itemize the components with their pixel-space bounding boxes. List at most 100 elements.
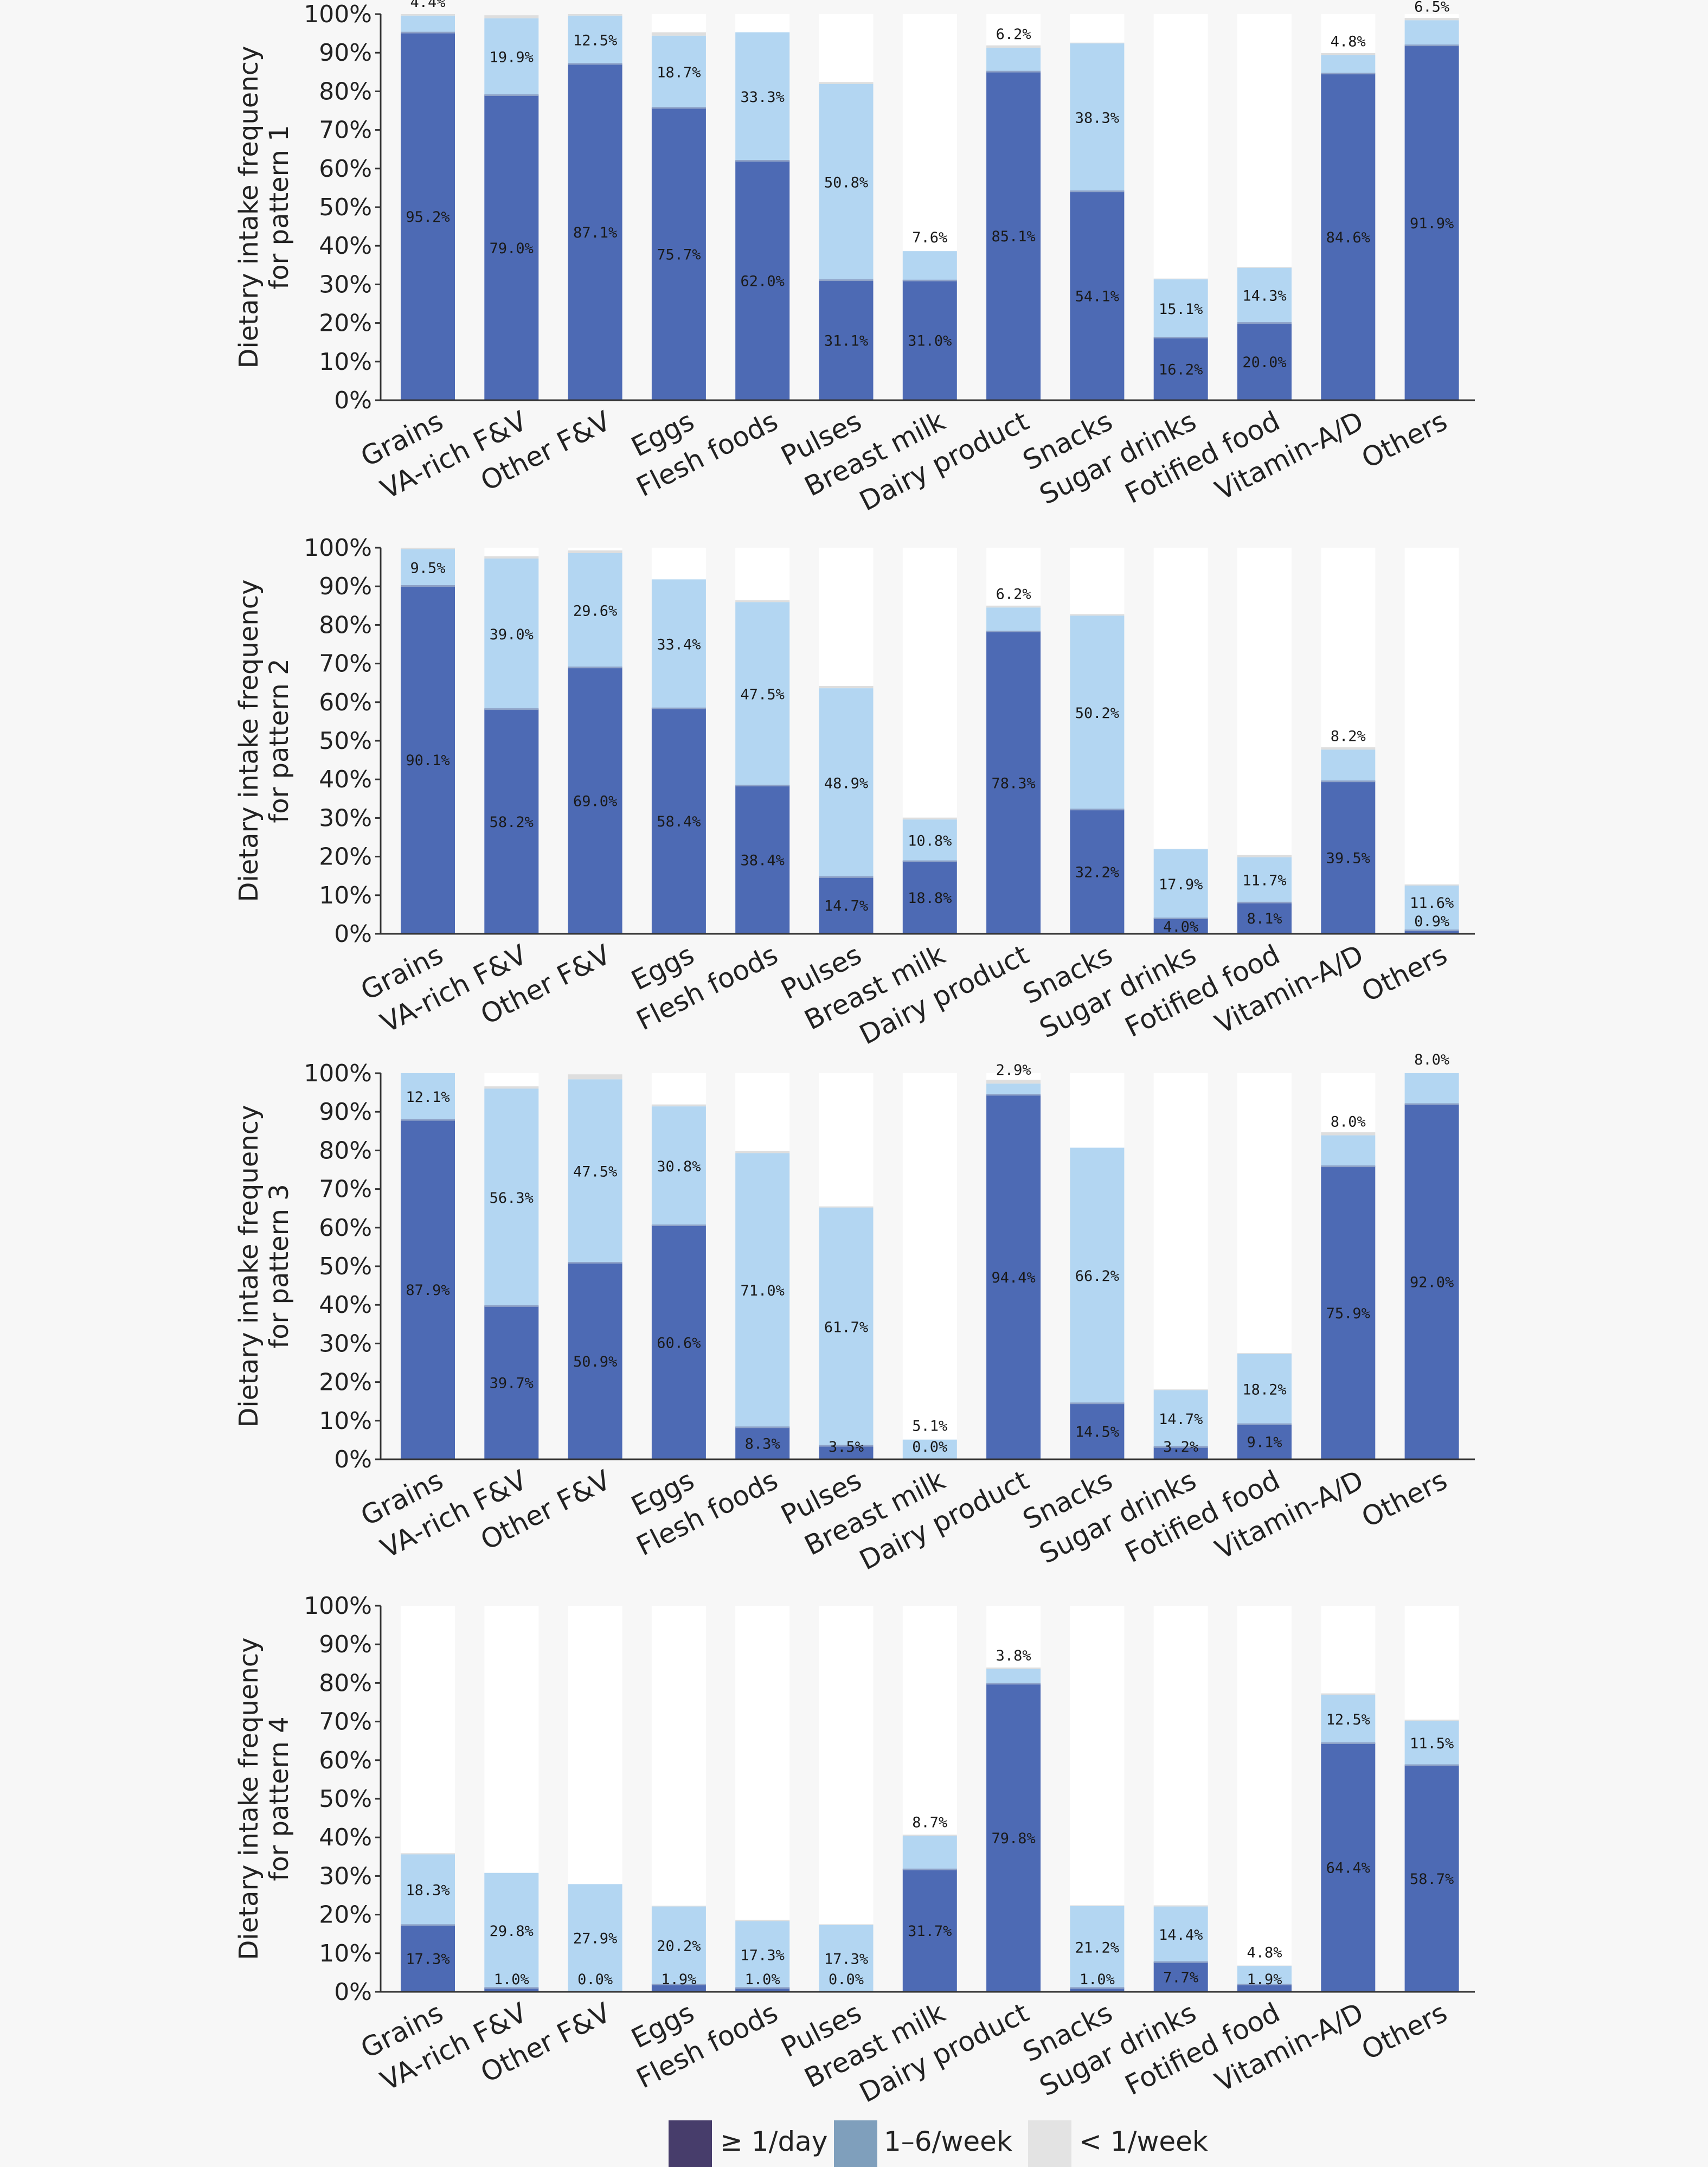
bar-segment-rare [902, 1835, 957, 1836]
y-tick-label: 40% [319, 232, 372, 260]
data-label-weekly: 2.9% [996, 1062, 1031, 1079]
data-label-weekly: 11.6% [1410, 895, 1454, 912]
y-tick-label: 50% [319, 194, 372, 221]
bar-background [1153, 1606, 1208, 1906]
bar-background [902, 548, 957, 818]
data-label-daily: 7.7% [1163, 1970, 1198, 1986]
data-label-daily: 1.9% [1247, 1971, 1282, 1988]
data-label-daily: 64.4% [1326, 1860, 1370, 1877]
bar-background [1070, 548, 1125, 614]
bar-segment-weekly [568, 15, 622, 64]
bar-segment-weekly [735, 1921, 790, 1988]
bar-background [1404, 548, 1459, 884]
y-tick-label: 0% [334, 1446, 372, 1473]
bar-segment-rare [1321, 1693, 1376, 1695]
y-axis-title-line-1: Dietary intake frequency [234, 1637, 264, 1960]
data-label-weekly: 29.6% [573, 602, 617, 619]
y-tick-label: 100% [304, 1060, 372, 1087]
bar-segment-weekly [401, 15, 455, 33]
data-label-daily: 8.3% [745, 1435, 780, 1452]
bar-segment-weekly [484, 558, 539, 709]
y-tick-label: 40% [319, 766, 372, 793]
bar-segment-daily [568, 667, 622, 934]
data-label-daily: 58.2% [490, 814, 534, 831]
bar-background [819, 1073, 874, 1207]
y-tick-label: 90% [319, 1631, 372, 1658]
bar-segment-rare [484, 1086, 539, 1089]
data-label-daily: 90.1% [406, 752, 450, 769]
bar-background [1237, 1073, 1292, 1354]
bar-segment-weekly [819, 688, 874, 877]
bar-segment-daily [902, 280, 957, 400]
bar-background [1153, 1073, 1208, 1390]
y-axis-title: Dietary intake frequency for pattern 2 [234, 579, 294, 902]
y-tick-label: 0% [334, 1978, 372, 2006]
bar-segment-daily [1404, 1765, 1459, 1992]
y-tick-label: 70% [319, 650, 372, 678]
data-label-weekly: 47.5% [573, 1163, 617, 1180]
data-label-daily: 54.1% [1075, 288, 1119, 305]
y-tick-label: 50% [319, 1785, 372, 1813]
y-axis-title-line-2: for pattern 3 [264, 1184, 294, 1348]
data-label-weekly: 4.8% [1331, 33, 1366, 50]
data-label-daily: 58.4% [657, 813, 701, 830]
data-label-weekly: 7.6% [912, 229, 947, 246]
data-label-daily: 8.1% [1247, 911, 1282, 927]
y-axis-title-line-1: Dietary intake frequency [234, 579, 264, 902]
bar-segment-weekly [1237, 1966, 1292, 1985]
bar-segment-weekly [986, 1669, 1041, 1684]
y-tick-label: 90% [319, 39, 372, 67]
bar-background [484, 1606, 539, 1873]
bar-background [484, 548, 539, 556]
y-tick-label: 60% [319, 1214, 372, 1242]
data-label-daily: 31.1% [824, 332, 868, 349]
bar-segment-weekly [735, 602, 790, 786]
bar-segment-daily [484, 1306, 539, 1459]
data-label-daily: 3.5% [829, 1439, 864, 1456]
bar-segment-daily [401, 1120, 455, 1459]
data-label-weekly: 17.3% [741, 1947, 785, 1964]
x-tick-label: Others [1357, 1464, 1452, 1534]
data-label-daily: 92.0% [1410, 1274, 1454, 1291]
data-label-daily: 17.3% [406, 1951, 450, 1967]
y-tick-label: 10% [319, 1407, 372, 1435]
legend-label-rare: < 1/week [1079, 2126, 1208, 2157]
bar-background [735, 1606, 790, 1920]
bar-segment-daily [1321, 781, 1376, 934]
legend-swatch-weekly [834, 2120, 877, 2167]
bar-segment-daily [1070, 809, 1125, 934]
bar-segment-daily [651, 708, 706, 934]
x-tick-label: Others [1357, 405, 1452, 475]
bar-background [651, 1073, 706, 1105]
y-tick-label: 50% [319, 727, 372, 755]
y-tick-label: 90% [319, 1098, 372, 1126]
bar-background [1404, 14, 1459, 18]
y-axis-title: Dietary intake frequency for pattern 1 [234, 46, 294, 368]
bar-segment-rare [1321, 1132, 1376, 1136]
data-label-weekly: 27.9% [573, 1931, 617, 1947]
data-label-daily: 1.0% [494, 1971, 529, 1988]
bar-segment-rare [819, 685, 874, 689]
bar-background [902, 1073, 957, 1440]
legend-label-weekly: 1–6/week [884, 2126, 1012, 2157]
bar-segment-weekly [1404, 886, 1459, 931]
bar-segment-rare [568, 1074, 622, 1080]
y-tick-label: 0% [334, 920, 372, 948]
bar-segment-rare [1404, 18, 1459, 21]
bar-segment-weekly [735, 32, 790, 161]
y-tick-label: 30% [319, 1862, 372, 1890]
data-label-daily: 39.7% [490, 1375, 534, 1392]
bar-segment-weekly [1404, 1721, 1459, 1766]
bar-segment-daily [986, 631, 1041, 934]
bar-segment-rare [986, 605, 1041, 608]
bar-segment-rare [986, 1667, 1041, 1669]
bar-segment-weekly [986, 607, 1041, 632]
y-tick-label: 20% [319, 843, 372, 871]
bar-background [735, 1073, 790, 1151]
bar-segment-daily [1404, 45, 1459, 400]
data-label-weekly: 30.8% [657, 1158, 701, 1175]
bar-segment-rare [735, 1151, 790, 1153]
data-label-daily: 95.2% [406, 209, 450, 226]
bar-background [735, 548, 790, 600]
data-label-weekly: 14.7% [1159, 1411, 1203, 1428]
